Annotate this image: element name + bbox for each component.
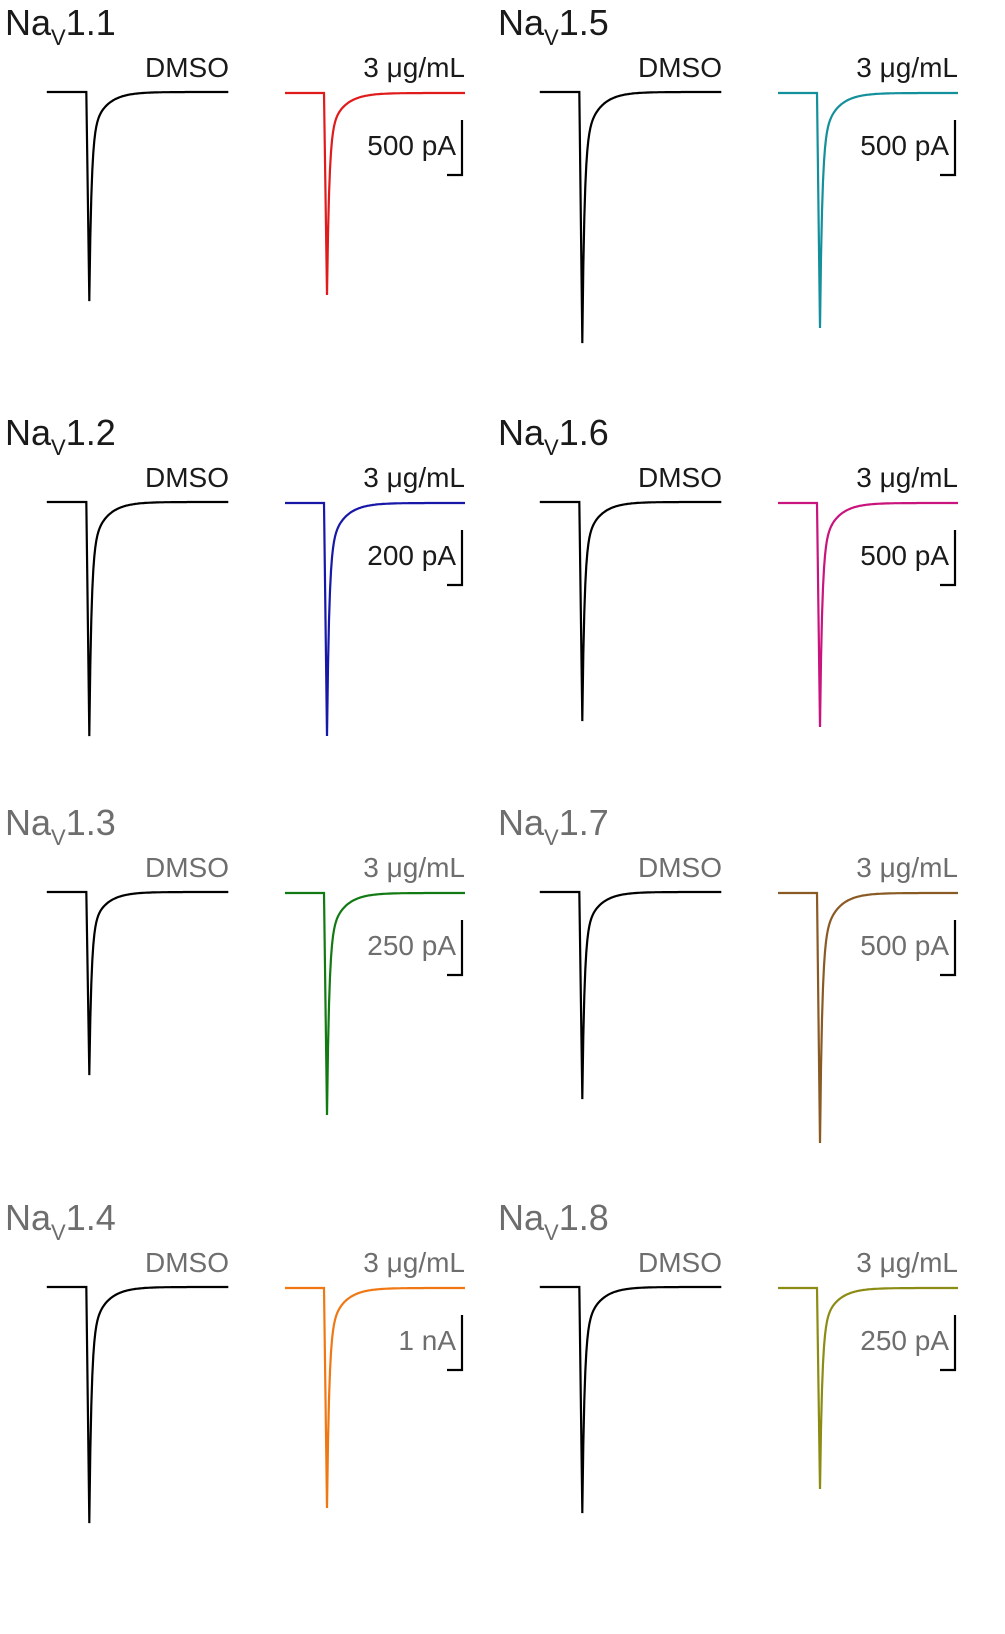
label-number: 1.1: [66, 2, 116, 43]
label-sub: V: [544, 1220, 559, 1245]
scale-label: 500 pA: [860, 930, 949, 961]
treatment-trace: [778, 91, 958, 329]
treatment-label: 3 μg/mL: [856, 852, 958, 883]
control-label: DMSO: [145, 462, 229, 493]
treatment-label: 3 μg/mL: [363, 852, 465, 883]
label-sub: V: [51, 435, 66, 460]
label-prefix: Na: [498, 1197, 545, 1238]
panel: NaV1.2 DMSO 3 μg/mL 200 pA: [5, 412, 465, 737]
control-label: DMSO: [638, 462, 722, 493]
control-label: DMSO: [145, 1247, 229, 1278]
panel: NaV1.6 DMSO 3 μg/mL 500 pA: [498, 412, 958, 728]
label-number: 1.5: [559, 2, 609, 43]
label-number: 1.7: [559, 802, 609, 843]
control-label: DMSO: [638, 1247, 722, 1278]
panel: NaV1.1 DMSO 3 μg/mL 500 pA: [5, 2, 465, 302]
channel-label: NaV1.2: [5, 412, 116, 460]
control-trace: [46, 500, 229, 737]
treatment-label: 3 μg/mL: [856, 52, 958, 83]
scale-bar: [940, 1315, 957, 1372]
scale-label: 250 pA: [367, 930, 456, 961]
label-number: 1.8: [559, 1197, 609, 1238]
panel: NaV1.3 DMSO 3 μg/mL 250 pA: [5, 802, 465, 1116]
panel: NaV1.5 DMSO 3 μg/mL 500 pA: [498, 2, 958, 344]
label-number: 1.4: [66, 1197, 116, 1238]
control-trace: [46, 1285, 229, 1524]
control-trace: [539, 1285, 722, 1514]
label-prefix: Na: [498, 412, 545, 453]
label-prefix: Na: [498, 2, 545, 43]
treatment-trace: [285, 891, 465, 1116]
treatment-trace: [778, 891, 958, 1144]
control-trace: [46, 90, 229, 302]
scale-label: 1 nA: [398, 1325, 456, 1356]
label-prefix: Na: [5, 802, 52, 843]
control-trace: [539, 500, 722, 722]
treatment-trace: [285, 91, 465, 296]
channel-label: NaV1.4: [5, 1197, 116, 1245]
treatment-trace: [285, 1286, 465, 1509]
label-prefix: Na: [498, 802, 545, 843]
control-trace: [46, 890, 229, 1076]
control-trace: [539, 90, 722, 344]
channel-label: NaV1.3: [5, 802, 116, 850]
control-label: DMSO: [638, 52, 722, 83]
label-sub: V: [51, 825, 66, 850]
label-sub: V: [544, 435, 559, 460]
control-label: DMSO: [145, 52, 229, 83]
control-label: DMSO: [145, 852, 229, 883]
scale-bar: [447, 530, 464, 587]
treatment-label: 3 μg/mL: [363, 1247, 465, 1278]
channel-label: NaV1.7: [498, 802, 609, 850]
scale-label: 500 pA: [367, 130, 456, 161]
scale-label: 250 pA: [860, 1325, 949, 1356]
scale-bar: [940, 120, 957, 177]
treatment-trace: [285, 501, 465, 737]
treatment-trace: [778, 501, 958, 728]
label-number: 1.6: [559, 412, 609, 453]
channel-label: NaV1.6: [498, 412, 609, 460]
scale-label: 500 pA: [860, 540, 949, 571]
panel: NaV1.4 DMSO 3 μg/mL 1 nA: [5, 1197, 465, 1524]
treatment-label: 3 μg/mL: [363, 52, 465, 83]
treatment-trace: [778, 1286, 958, 1490]
label-sub: V: [544, 825, 559, 850]
scale-bar: [940, 530, 957, 587]
scale-label: 200 pA: [367, 540, 456, 571]
control-label: DMSO: [638, 852, 722, 883]
scale-bar: [447, 920, 464, 977]
control-trace: [539, 890, 722, 1100]
channel-label: NaV1.1: [5, 2, 116, 50]
panel: NaV1.7 DMSO 3 μg/mL 500 pA: [498, 802, 958, 1144]
channel-label: NaV1.8: [498, 1197, 609, 1245]
scale-bar: [447, 1315, 464, 1372]
channel-label: NaV1.5: [498, 2, 609, 50]
label-sub: V: [544, 25, 559, 50]
scale-bar: [940, 920, 957, 977]
treatment-label: 3 μg/mL: [856, 1247, 958, 1278]
scale-label: 500 pA: [860, 130, 949, 161]
label-number: 1.3: [66, 802, 116, 843]
treatment-label: 3 μg/mL: [363, 462, 465, 493]
scale-bar: [447, 120, 464, 177]
label-prefix: Na: [5, 2, 52, 43]
label-prefix: Na: [5, 1197, 52, 1238]
panel: NaV1.8 DMSO 3 μg/mL 250 pA: [498, 1197, 958, 1514]
label-prefix: Na: [5, 412, 52, 453]
label-sub: V: [51, 1220, 66, 1245]
treatment-label: 3 μg/mL: [856, 462, 958, 493]
label-number: 1.2: [66, 412, 116, 453]
label-sub: V: [51, 25, 66, 50]
